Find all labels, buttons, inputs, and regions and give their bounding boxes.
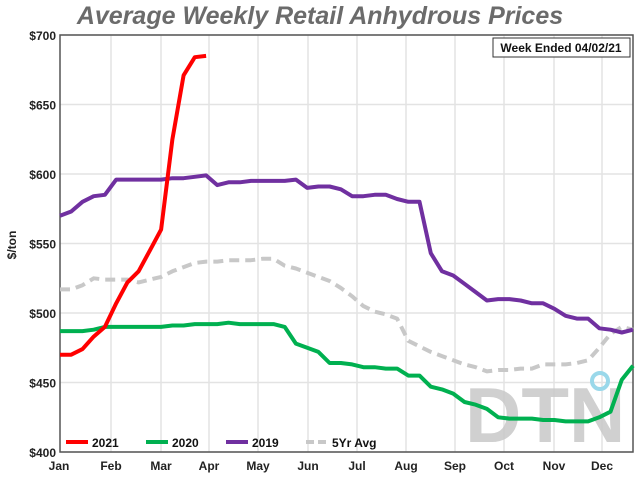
series-line-2021: [60, 53, 207, 357]
x-tick-label: Nov: [543, 459, 566, 473]
x-tick-label: Feb: [100, 459, 121, 473]
y-tick-label: $400: [29, 446, 56, 460]
y-tick-label: $550: [29, 238, 56, 252]
series-line-2019: [59, 173, 634, 335]
x-tick-label: Sep: [444, 459, 466, 473]
x-tick-label: Dec: [591, 459, 613, 473]
x-tick-label: Jan: [49, 459, 70, 473]
x-tick-label: Aug: [394, 459, 417, 473]
legend-label: 2019: [252, 436, 279, 450]
x-tick-label: Mar: [150, 459, 172, 473]
dtn-watermark: DTN: [465, 371, 625, 459]
y-tick-label: $600: [29, 168, 56, 182]
legend-label: 2021: [92, 436, 119, 450]
series-line-2020: [60, 320, 635, 424]
x-tick-label: Jun: [297, 459, 318, 473]
annotation-text: Week Ended 04/02/21: [500, 41, 622, 55]
legend-label: 2020: [172, 436, 199, 450]
y-tick-label: $650: [29, 99, 56, 113]
x-tick-label: Apr: [199, 459, 220, 473]
y-tick-label: $450: [29, 377, 56, 391]
y-tick-label: $500: [29, 307, 56, 321]
watermark-dot-icon: [590, 371, 610, 391]
y-tick-label: $700: [29, 29, 56, 43]
y-axis-label: $/ton: [5, 231, 19, 260]
x-tick-label: Jul: [348, 459, 365, 473]
plot-frame: [59, 34, 634, 453]
x-tick-label: Oct: [494, 459, 514, 473]
legend-label: 5Yr Avg: [332, 436, 376, 450]
annotation-box: [492, 37, 631, 58]
x-tick-label: May: [246, 459, 270, 473]
series-line-5yr-avg: [60, 256, 634, 374]
chart-title: Average Weekly Retail Anhydrous Prices: [76, 2, 564, 30]
